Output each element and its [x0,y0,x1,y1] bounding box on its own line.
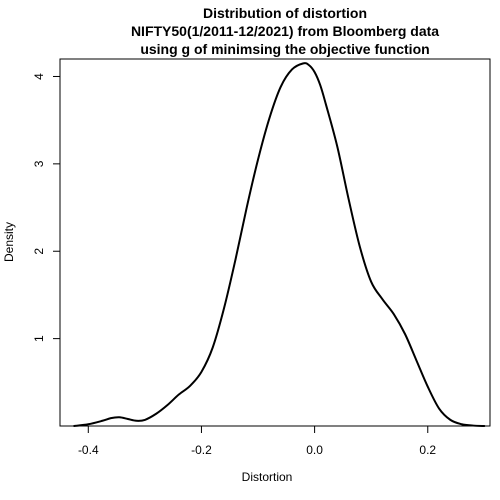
plot-frame [59,58,491,427]
x-axis-label: Distortion [242,470,293,484]
x-tick-label: -0.4 [78,443,99,457]
density-curve [73,62,486,427]
x-tick-label: -0.2 [191,443,212,457]
x-tick-label: 0.2 [419,443,436,457]
chart-title: Distribution of distortion NIFTY50(1/201… [131,5,439,57]
y-tick-label: 1 [32,335,46,342]
title-line-2: NIFTY50(1/2011-12/2021) from Bloomberg d… [131,23,439,39]
y-tick-label: 4 [32,73,46,80]
title-line-1: Distribution of distortion [203,5,367,21]
y-tick-label: 2 [32,248,46,255]
x-axis: -0.4 -0.2 0.0 0.2 [78,425,436,457]
y-axis: 1 2 3 4 [32,73,60,342]
y-axis-label: Density [2,222,16,262]
x-tick-label: 0.0 [306,443,323,457]
title-line-3: using g of minimsing the objective funct… [140,41,429,57]
y-tick-label: 3 [32,160,46,167]
